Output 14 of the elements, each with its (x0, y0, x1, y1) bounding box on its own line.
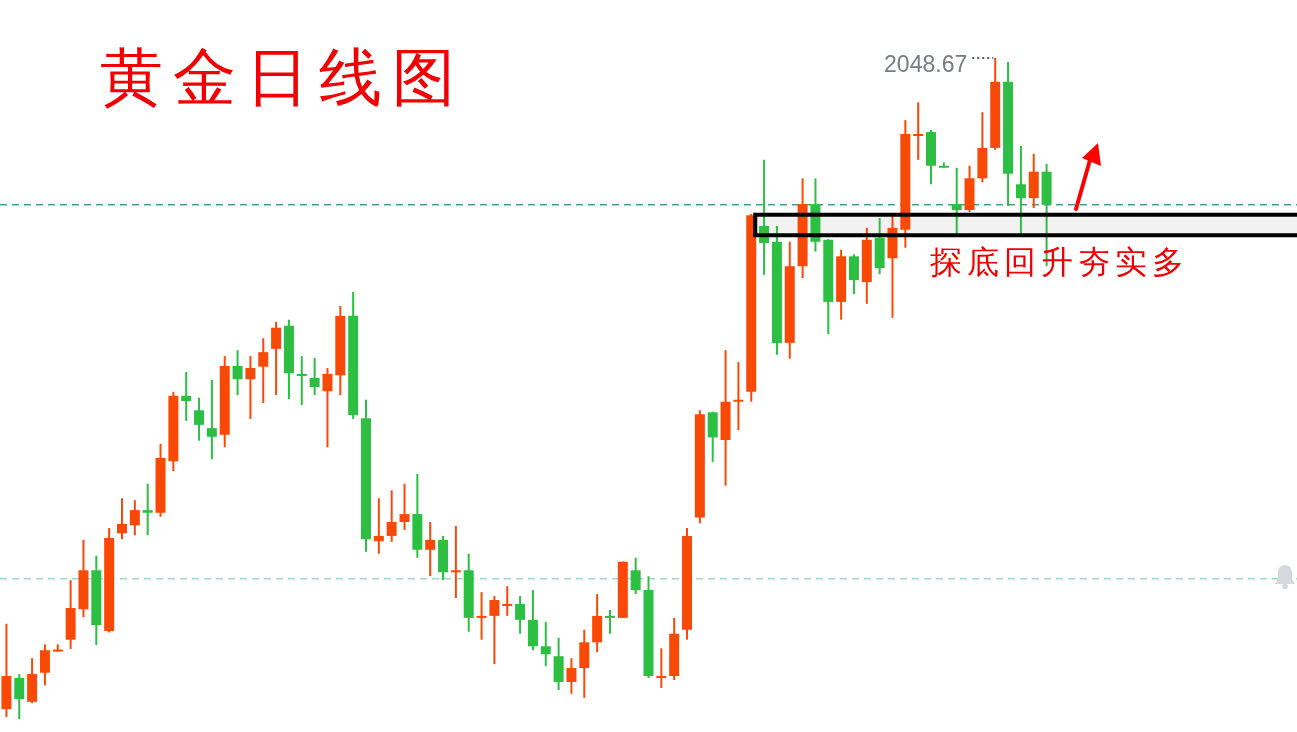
candlestick (502, 586, 513, 616)
candlestick (476, 592, 487, 640)
annotation: 2048.67 (884, 51, 968, 78)
annotation: 探底回升夯实多 (930, 243, 1189, 282)
candlestick (296, 356, 307, 406)
candlestick (373, 498, 384, 554)
chart-title: 黄金日线图 (100, 40, 465, 116)
candlestick (450, 525, 461, 599)
candlestick (656, 648, 667, 688)
candlestick (604, 609, 615, 634)
candlestick (181, 371, 192, 421)
candlestick (913, 102, 924, 160)
candlestick (733, 362, 744, 431)
candlestick (142, 483, 153, 536)
